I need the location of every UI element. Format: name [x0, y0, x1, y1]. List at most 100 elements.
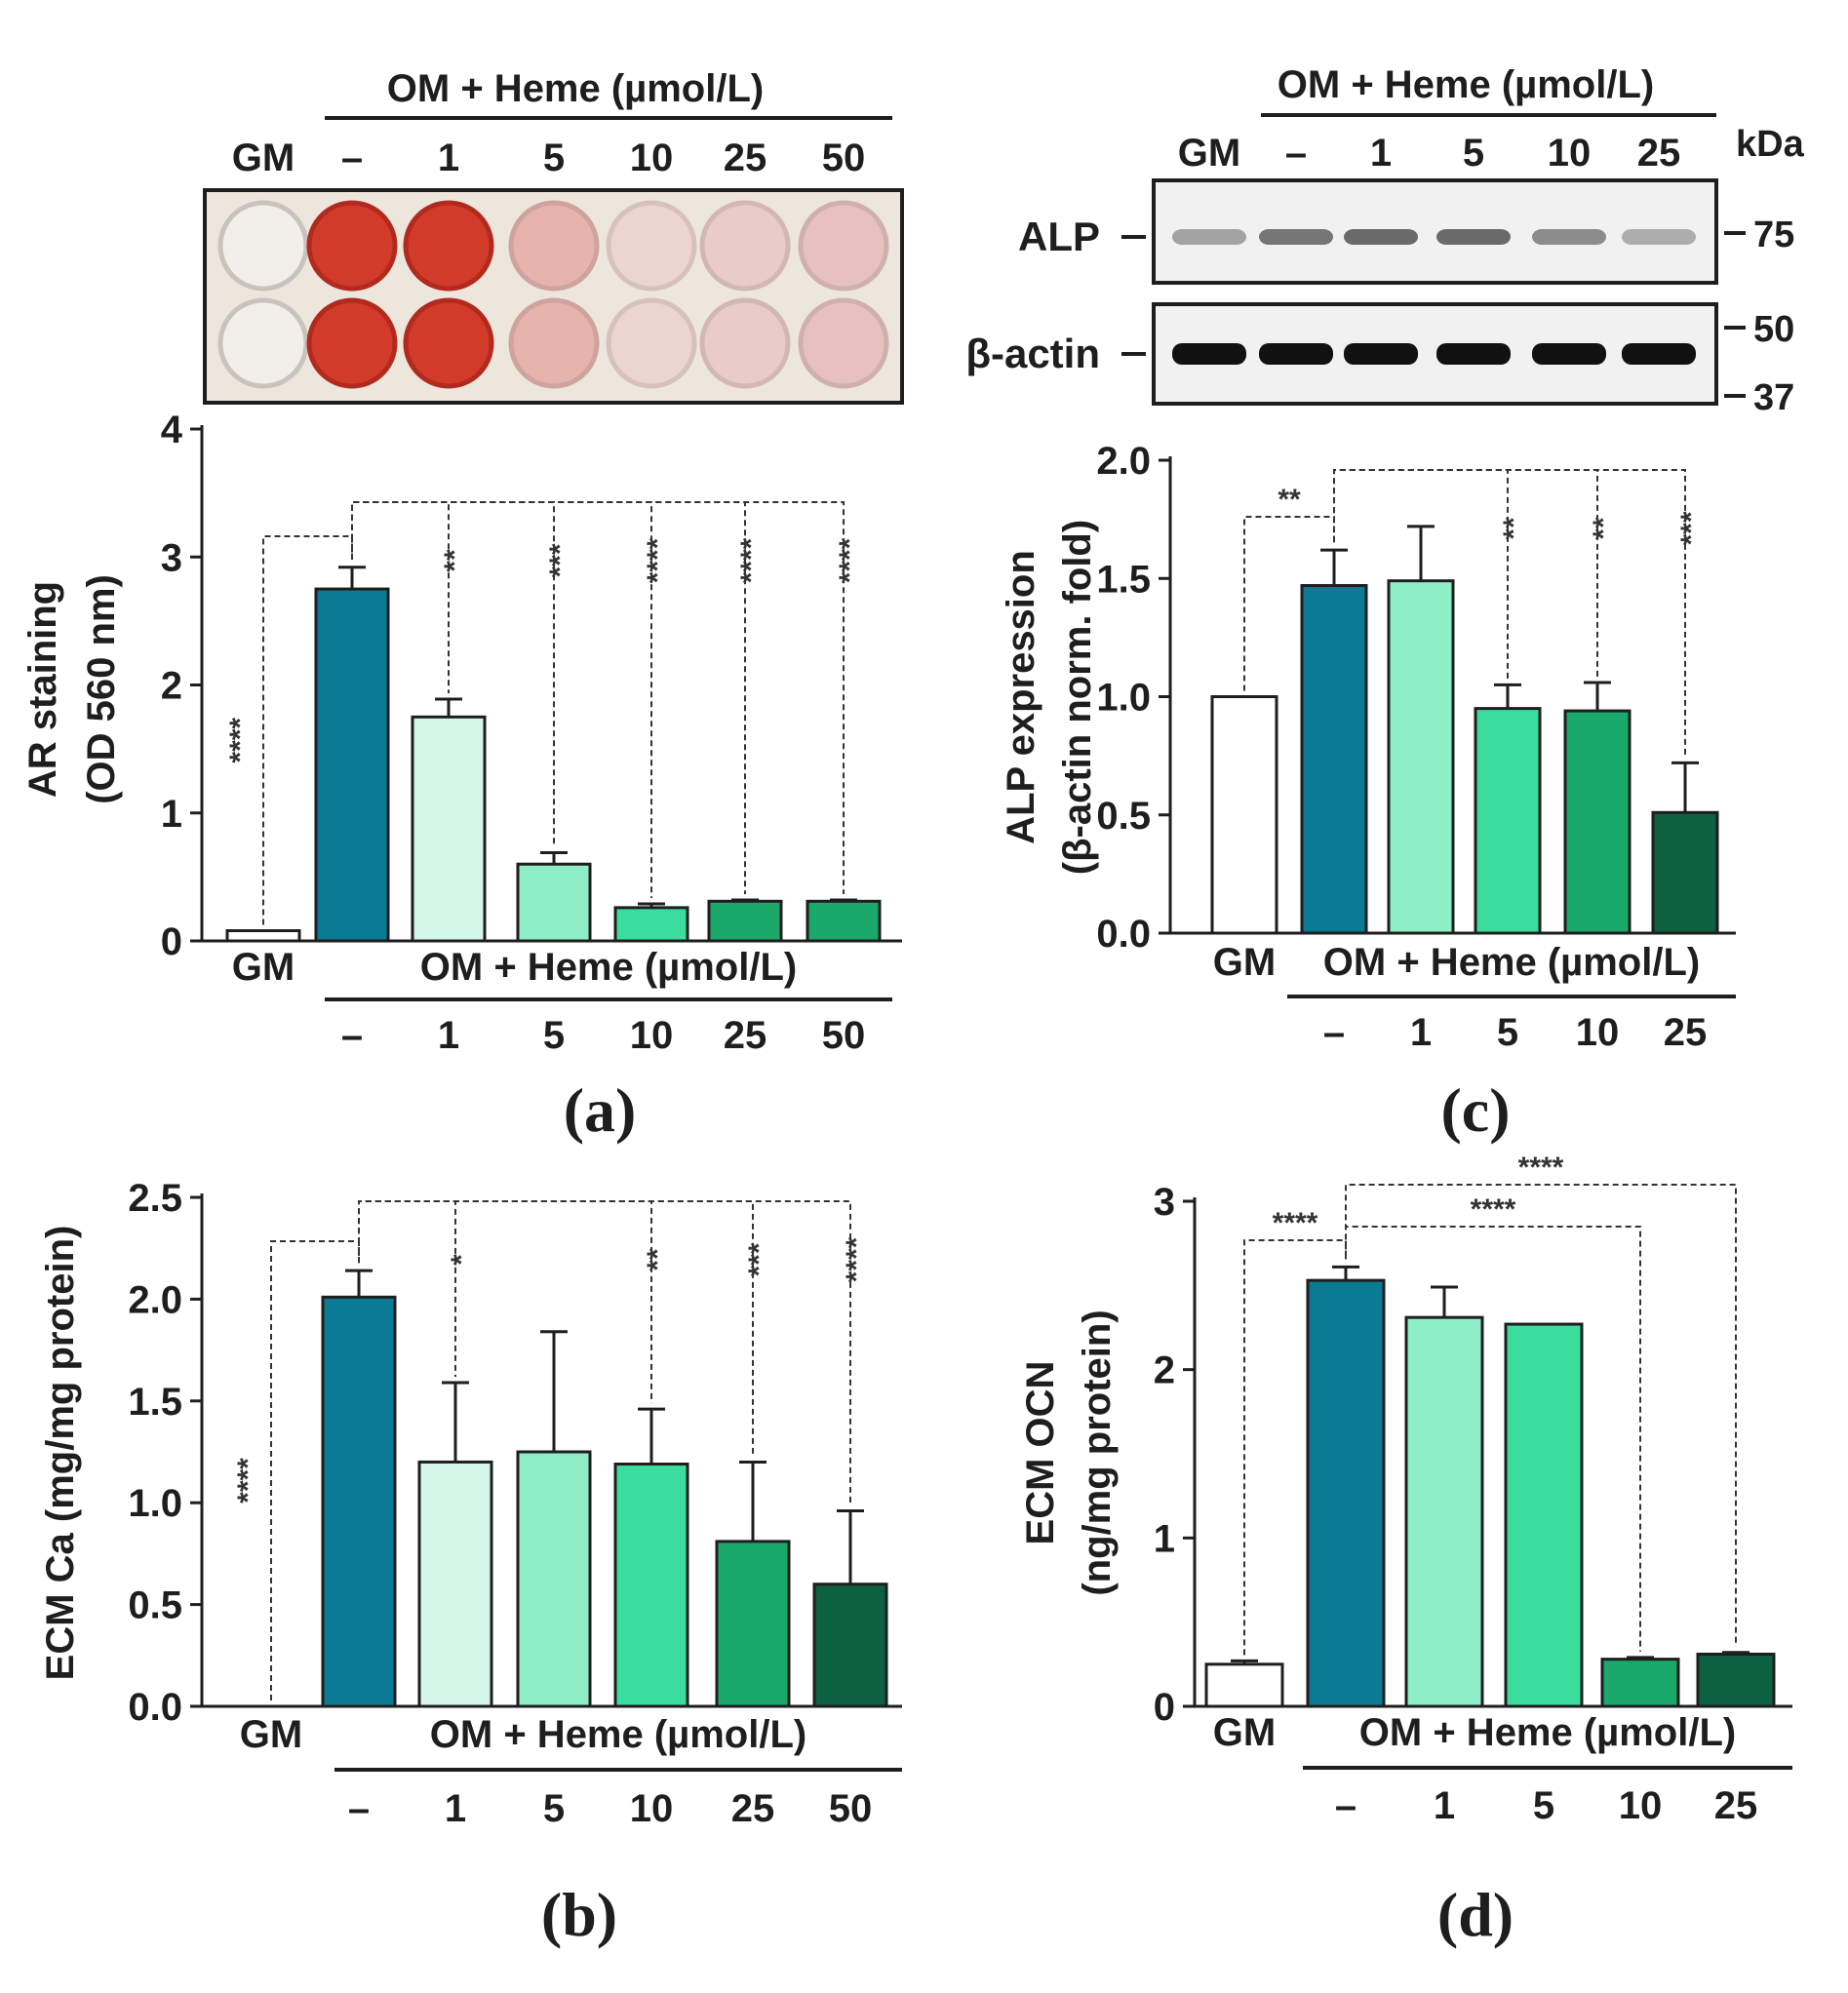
- plate-lane-label: 50: [822, 137, 866, 179]
- y-tick-label: 2: [1154, 1349, 1175, 1392]
- y-tick-label: 2.5: [128, 1177, 182, 1220]
- bar: [1504, 1322, 1584, 1708]
- significance-label: *: [446, 1254, 478, 1266]
- chart-a: 0 1 2 3 4 AR staining (OD 560 nm) GM OM + Heme (…: [21, 409, 902, 1057]
- significance-label: **: [1498, 517, 1530, 540]
- significance-label: ***: [544, 543, 576, 577]
- significance-bracket: [351, 501, 652, 898]
- bar: [1204, 1662, 1284, 1708]
- significance-label: ****: [834, 537, 866, 583]
- blot-band: [1172, 229, 1246, 245]
- blot-lane-label: GM: [1178, 132, 1240, 175]
- plate-well: [403, 297, 494, 389]
- plate-header-group: OM + Heme (µmol/L): [387, 67, 764, 110]
- bar: [806, 899, 882, 943]
- y-tick-label: 1.5: [128, 1381, 182, 1424]
- blot-row-label: β-actin: [965, 331, 1100, 376]
- significance-label: ****: [642, 537, 674, 583]
- group-label-om: OM + Heme (µmol/L): [1359, 1711, 1736, 1754]
- y-tick-label: 0.5: [128, 1584, 182, 1627]
- bar: [707, 899, 783, 943]
- panel-label-d: (d): [1437, 1880, 1514, 1949]
- significance-label: ****: [841, 1236, 873, 1282]
- x-tick-label: 10: [630, 1787, 674, 1830]
- significance-label: ****: [735, 537, 767, 583]
- alizarin-red-plate-image: [203, 188, 904, 405]
- y-tick-label: 4: [161, 409, 183, 451]
- bar: [321, 1295, 397, 1708]
- x-tick-label: 10: [630, 1014, 674, 1057]
- x-tick-label: –: [1335, 1784, 1357, 1827]
- bar: [715, 1540, 791, 1708]
- significance-label: **: [1278, 484, 1301, 516]
- significance-label: ***: [743, 1242, 775, 1276]
- x-tick-label: 25: [1664, 1011, 1708, 1054]
- blot-lane-label: 1: [1370, 132, 1392, 175]
- x-tick-label: 1: [445, 1787, 466, 1830]
- blot-band: [1532, 343, 1606, 365]
- blot-band: [1532, 229, 1606, 245]
- y-tick-label: 0.5: [1096, 795, 1151, 838]
- y-tick-label: 0.0: [1096, 913, 1151, 956]
- plate-header: OM + Heme (µmol/L) GM – 1 5 10 25 50: [232, 67, 892, 179]
- significance-bracket: [1345, 1184, 1737, 1647]
- group-label-gm: GM: [1213, 941, 1276, 984]
- bar: [1300, 584, 1368, 935]
- bar: [1404, 1315, 1484, 1708]
- group-label-om: OM + Heme (µmol/L): [420, 946, 797, 989]
- significance-bracket: [1345, 1226, 1641, 1652]
- significance-label: ***: [1675, 511, 1708, 545]
- significance-bracket: [358, 1200, 754, 1457]
- y-tick-label: 1.5: [1096, 558, 1151, 601]
- blot-band: [1436, 343, 1511, 365]
- group-label-gm: GM: [240, 1713, 302, 1756]
- blot-membrane: [1152, 178, 1718, 285]
- significance-bracket: [1333, 469, 1686, 758]
- plate-lane-label: 5: [543, 137, 565, 179]
- significance-label: **: [439, 549, 471, 572]
- x-tick-label: 1: [438, 1014, 459, 1057]
- western-blot: ALP β-actin 75 50 37: [965, 178, 1794, 418]
- significance-bracket: [351, 501, 845, 894]
- blot-lane-label: 25: [1637, 132, 1681, 175]
- plate-well: [306, 200, 398, 292]
- plate-lane-label: GM: [232, 137, 295, 179]
- bar: [417, 1460, 493, 1708]
- y-tick-label: 2.0: [1096, 440, 1151, 483]
- significance-label: **: [642, 1248, 674, 1271]
- significance-bracket: [358, 1200, 652, 1404]
- blot-band: [1622, 343, 1696, 365]
- bar: [613, 906, 689, 943]
- y-axis-label: ALP expression: [1000, 550, 1042, 844]
- blot-band: [1172, 343, 1246, 365]
- x-tick-label: –: [348, 1787, 370, 1830]
- plate-well: [403, 200, 494, 292]
- plate-well: [606, 200, 697, 292]
- significance-label: ****: [232, 1458, 264, 1504]
- blot-lane-labels: GM – 1 5 10 25: [1178, 132, 1680, 175]
- x-tick-label: 10: [1576, 1011, 1620, 1054]
- blot-header-group: OM + Heme (µmol/L): [1278, 63, 1654, 106]
- y-axis-label: (ng/mg protein): [1076, 1309, 1119, 1595]
- blot-marker-label: 37: [1753, 377, 1794, 418]
- y-axis-label: ECM Ca (mg/mg protein): [39, 1226, 82, 1681]
- y-tick-label: 0: [1154, 1686, 1175, 1729]
- group-label-gm: GM: [1213, 1711, 1276, 1754]
- x-tick-label: –: [1323, 1011, 1345, 1054]
- y-tick-label: 1: [161, 793, 182, 836]
- plate-lane-labels: GM – 1 5 10 25 50: [232, 137, 865, 179]
- bar: [812, 1583, 888, 1708]
- blot-band: [1344, 343, 1418, 365]
- panel-label-c: (c): [1440, 1075, 1510, 1145]
- bar: [516, 1450, 592, 1708]
- x-tick-label: 25: [1714, 1784, 1758, 1827]
- blot-lane-label: 10: [1548, 132, 1592, 175]
- blot-row-label: ALP: [1018, 214, 1100, 259]
- x-tick-label: 25: [731, 1787, 775, 1830]
- group-label-om: OM + Heme (µmol/L): [430, 1713, 806, 1756]
- y-tick-label: 0: [161, 920, 182, 963]
- x-tick-label: 5: [543, 1014, 565, 1057]
- significance-label: ****: [1518, 1152, 1564, 1184]
- y-axis-label: (β-actin norm. fold): [1056, 520, 1099, 875]
- panel-d: 0 1 2 3 ECM OCN (ng/mg protein) GM OM + Heme (µ…: [1019, 1152, 1792, 1949]
